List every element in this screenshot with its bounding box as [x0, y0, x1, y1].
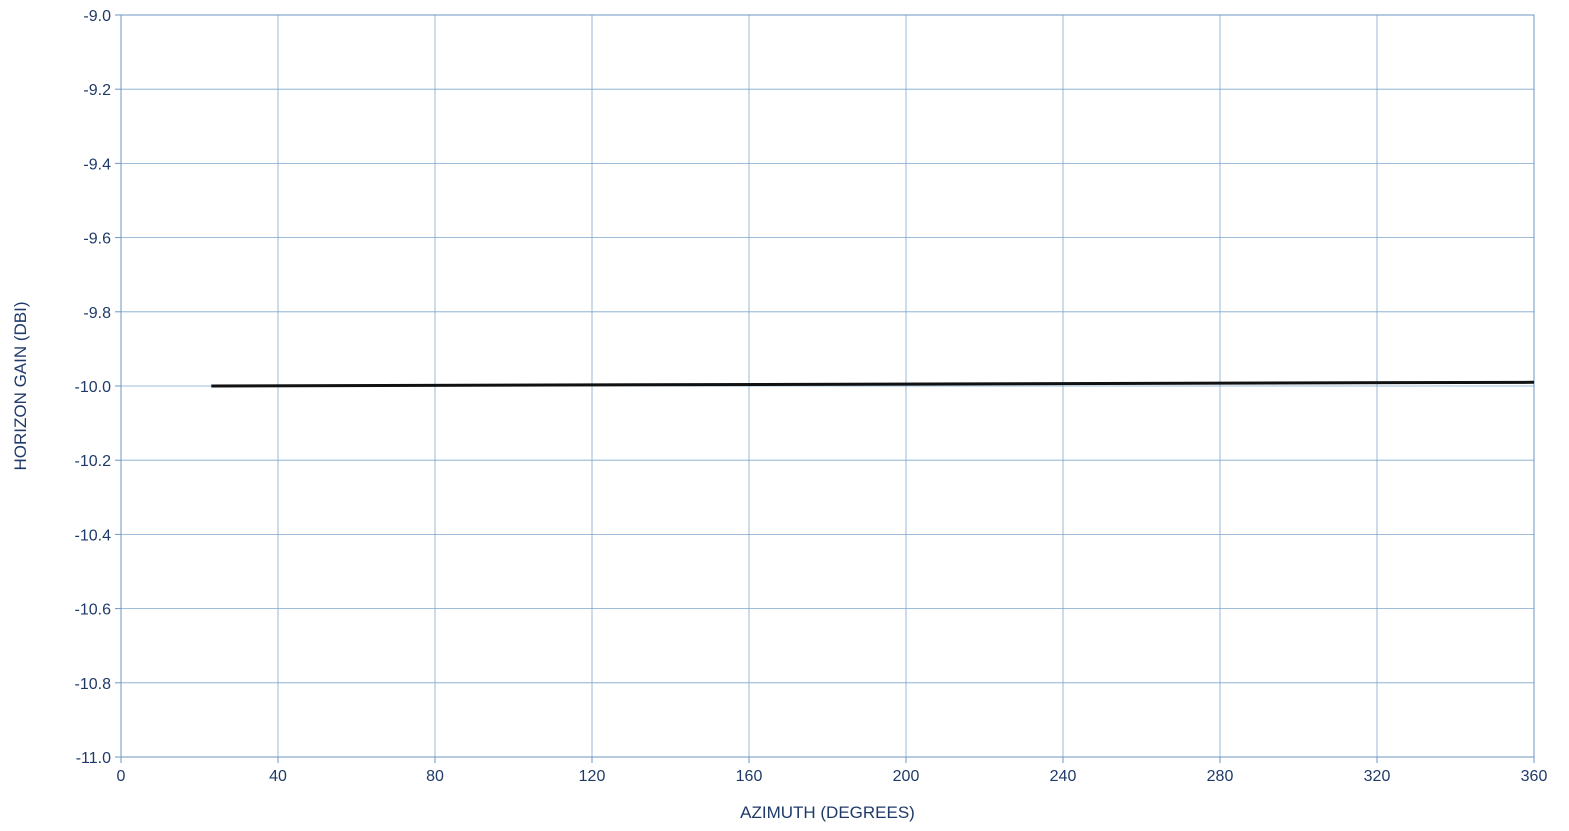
- x-tick-label: 80: [426, 768, 444, 785]
- y-tick-label: -10.8: [75, 676, 112, 693]
- x-tick-label: 320: [1364, 768, 1391, 785]
- series-layer: [211, 380, 1535, 388]
- y-tick-label: -9.2: [83, 82, 111, 99]
- y-axis-ticks: -9.0 -9.2 -9.4 -9.6 -9.8 -10.0 -10.2 -10.4 -10.6…: [75, 8, 121, 767]
- y-tick-label: -9.8: [83, 305, 111, 322]
- x-axis-ticks: 0 40 80 120 160 200 240 280 320 360: [117, 757, 1548, 785]
- y-axis-title: HORIZON GAIN (DBI): [11, 301, 30, 470]
- x-tick-label: 40: [269, 768, 287, 785]
- x-tick-label: 280: [1207, 768, 1234, 785]
- y-tick-label: -10.0: [75, 379, 112, 396]
- x-tick-label: 0: [117, 768, 126, 785]
- x-tick-label: 160: [736, 768, 763, 785]
- y-tick-label: -10.4: [75, 527, 112, 544]
- x-tick-label: 120: [579, 768, 606, 785]
- y-tick-label: -9.0: [83, 8, 111, 25]
- x-tick-label: 240: [1050, 768, 1077, 785]
- y-tick-label: -11.0: [76, 750, 111, 767]
- x-tick-label: 200: [893, 768, 920, 785]
- y-tick-label: -9.6: [83, 231, 111, 248]
- series-line: [211, 380, 1535, 388]
- y-tick-label: -9.4: [83, 156, 111, 173]
- y-tick-label: -10.6: [75, 602, 112, 619]
- x-axis-title: AZIMUTH (DEGREES): [740, 803, 915, 822]
- y-tick-label: -10.2: [75, 453, 112, 470]
- x-tick-label: 360: [1521, 768, 1548, 785]
